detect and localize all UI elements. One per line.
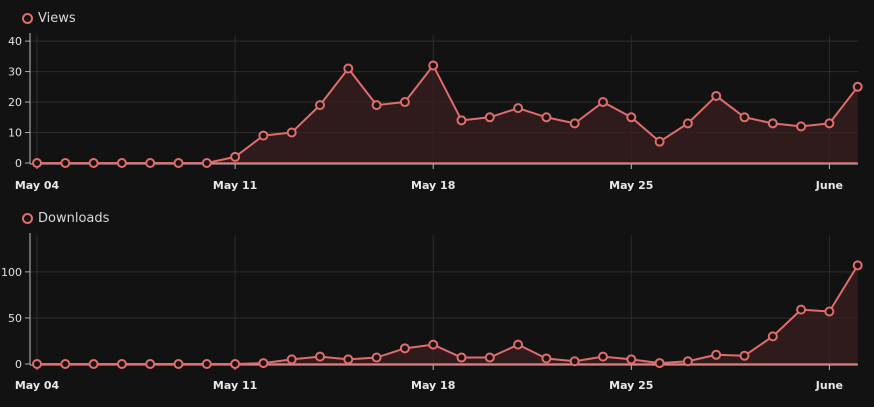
downloads-xtick-label: May 25 (609, 379, 653, 392)
views-point (513, 103, 524, 114)
views-legend[interactable]: Views (22, 11, 76, 26)
views-ytick-label: 40 (8, 35, 22, 48)
downloads-series-line (37, 264, 859, 365)
views-point (541, 112, 552, 123)
downloads-point (711, 349, 722, 360)
downloads-point (399, 343, 410, 354)
views-xtick-label: June (815, 179, 843, 192)
views-xtick-label: May 04 (15, 179, 60, 192)
downloads-xtick-label: May 18 (411, 379, 455, 392)
downloads-ytick-label: 50 (8, 312, 22, 325)
views-point (32, 158, 42, 168)
downloads-point (654, 358, 665, 369)
views-point (484, 112, 495, 123)
views-point (343, 63, 354, 74)
views-point (626, 112, 637, 123)
views-chart: 0 10 20 30 40 May 04 May 11 May 18 May 25 June (8, 33, 863, 192)
downloads-point (682, 356, 693, 367)
downloads-point (315, 351, 325, 362)
downloads-point (173, 359, 184, 369)
views-point (654, 136, 665, 147)
views-point (456, 115, 467, 126)
views-ytick-label: 10 (8, 127, 22, 140)
views-point (286, 127, 297, 138)
downloads-point (852, 260, 863, 271)
views-ytick-label: 20 (8, 96, 22, 109)
downloads-point (739, 350, 750, 361)
views-point (371, 100, 382, 111)
views-point (682, 118, 693, 129)
downloads-point (598, 351, 608, 362)
views-xtick-label: May 25 (609, 179, 653, 192)
downloads-point (824, 306, 835, 317)
downloads-xtick-label: May 11 (213, 379, 257, 392)
views-point (598, 97, 608, 108)
views-point (60, 158, 71, 168)
downloads-point (626, 354, 637, 365)
downloads-point (60, 359, 71, 369)
downloads-point (484, 352, 495, 363)
downloads-legend-marker (22, 213, 33, 224)
views-point (767, 118, 778, 129)
downloads-point (32, 359, 42, 369)
views-point (315, 100, 325, 111)
downloads-legend-label: Downloads (38, 211, 110, 226)
downloads-point (796, 304, 807, 315)
downloads-point (767, 331, 778, 342)
downloads-point (513, 339, 524, 350)
views-point (399, 97, 410, 108)
downloads-xtick-label: June (815, 379, 843, 392)
views-xtick-label: May 11 (213, 179, 257, 192)
downloads-point (456, 352, 467, 363)
views-legend-label: Views (38, 11, 76, 26)
views-point (145, 158, 156, 168)
views-point (258, 130, 269, 141)
views-point (824, 118, 835, 129)
views-point (796, 121, 807, 132)
downloads-xtick-label: May 04 (15, 379, 60, 392)
downloads-point (428, 339, 439, 350)
views-area (37, 65, 858, 163)
views-point (852, 81, 863, 92)
downloads-point (230, 359, 241, 369)
views-xtick-label: May 18 (411, 179, 455, 192)
downloads-legend[interactable]: Downloads (22, 211, 109, 226)
views-legend-marker (22, 13, 33, 24)
views-point (711, 90, 722, 101)
views-ytick-label: 30 (8, 66, 22, 79)
downloads-point (286, 354, 297, 365)
views-point (428, 60, 439, 71)
downloads-point (541, 353, 552, 364)
downloads-ytick-label: 100 (1, 266, 22, 279)
downloads-point (116, 359, 127, 369)
downloads-point (569, 356, 580, 367)
views-point (116, 158, 127, 168)
downloads-point (201, 359, 212, 369)
downloads-point (371, 352, 382, 363)
views-point (88, 158, 99, 168)
downloads-point (258, 358, 269, 369)
views-point (569, 118, 580, 129)
downloads-area (37, 265, 858, 364)
downloads-point (343, 354, 354, 365)
downloads-point (88, 359, 99, 369)
downloads-point (145, 359, 156, 369)
downloads-ytick-label: 0 (15, 358, 22, 371)
views-point (201, 158, 212, 168)
views-point (173, 158, 184, 168)
views-point (230, 151, 241, 162)
views-ytick-label: 0 (15, 157, 22, 170)
views-point (739, 112, 750, 123)
